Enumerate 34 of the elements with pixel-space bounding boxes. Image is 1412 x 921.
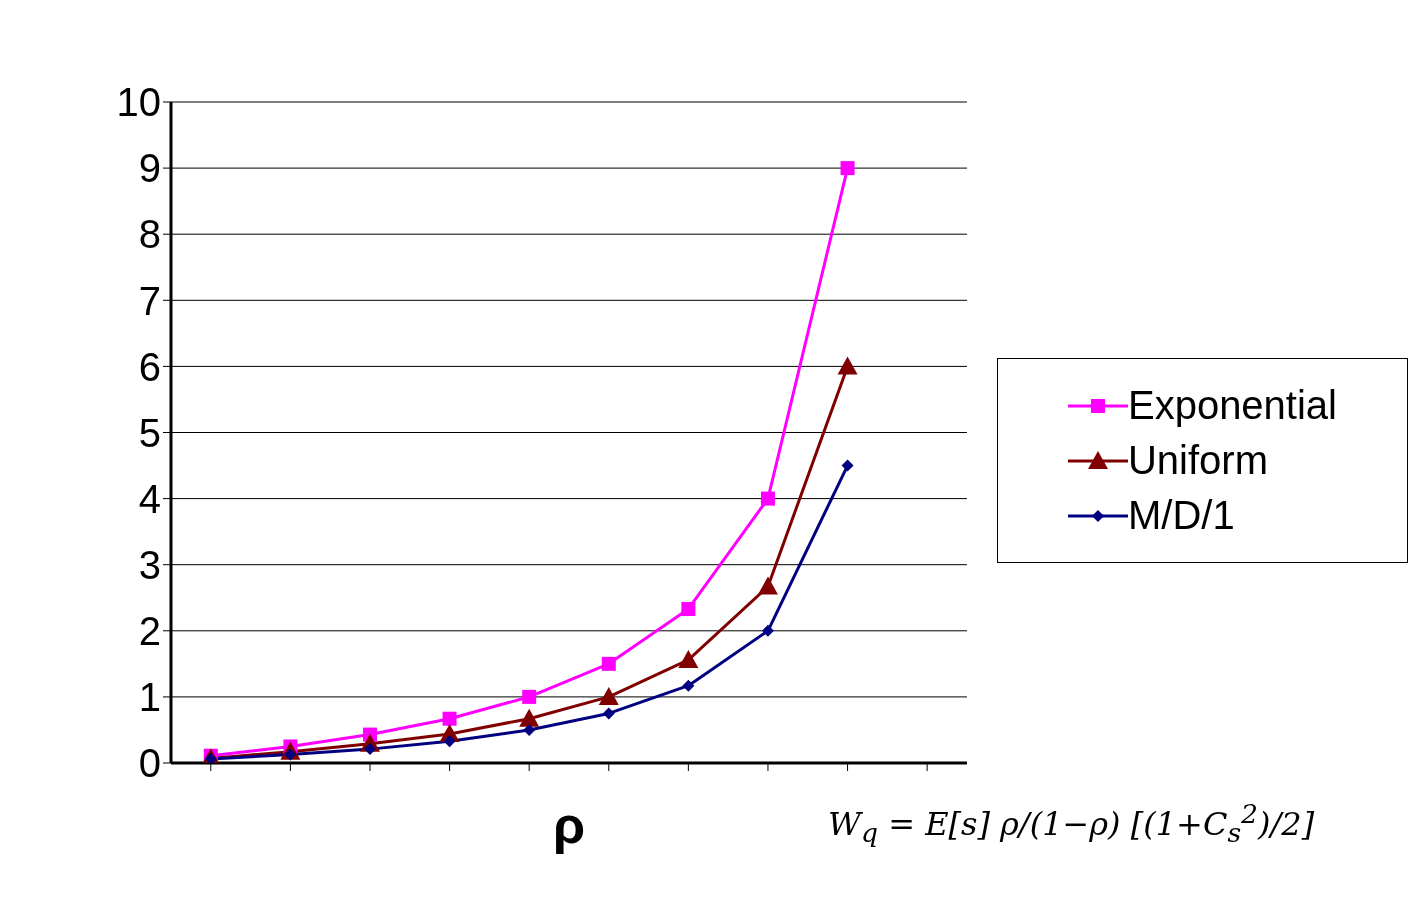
point — [760, 491, 775, 506]
point — [761, 624, 774, 637]
y-tick-label: 3 — [138, 542, 161, 587]
point — [681, 601, 696, 616]
y-tick-label: 10 — [116, 80, 161, 125]
point — [837, 356, 858, 375]
point — [601, 656, 616, 671]
y-tick-label: 1 — [138, 675, 161, 720]
y-tick-label: 2 — [138, 609, 161, 653]
y-tick-label: 6 — [138, 344, 161, 389]
point — [598, 686, 619, 705]
point — [840, 161, 855, 176]
y-tick-label: 4 — [138, 476, 161, 521]
legend-label: Uniform — [1127, 438, 1268, 483]
point — [602, 707, 615, 720]
point — [841, 459, 854, 472]
x-axis-title: ρ — [552, 796, 586, 854]
text: W$_{q}$ = E[s] ρ/(1−ρ) [(1+C$_{s}$$^{2}$)/2] — [828, 798, 1315, 849]
point — [682, 679, 695, 692]
point — [522, 689, 537, 704]
y-tick-label: 7 — [138, 278, 161, 323]
y-tick-label: 9 — [138, 146, 161, 191]
point — [519, 708, 540, 727]
legend-label: M/D/1 — [1127, 493, 1235, 538]
point — [443, 735, 456, 748]
y-tick-label: 8 — [138, 212, 161, 257]
point — [757, 576, 778, 595]
point — [678, 649, 699, 668]
point — [204, 753, 217, 763]
y-tick-label: 5 — [138, 410, 161, 455]
point — [442, 711, 457, 726]
y-tick-label: 0 — [138, 741, 161, 786]
legend-label: Exponential — [1127, 383, 1337, 428]
point — [523, 723, 536, 736]
